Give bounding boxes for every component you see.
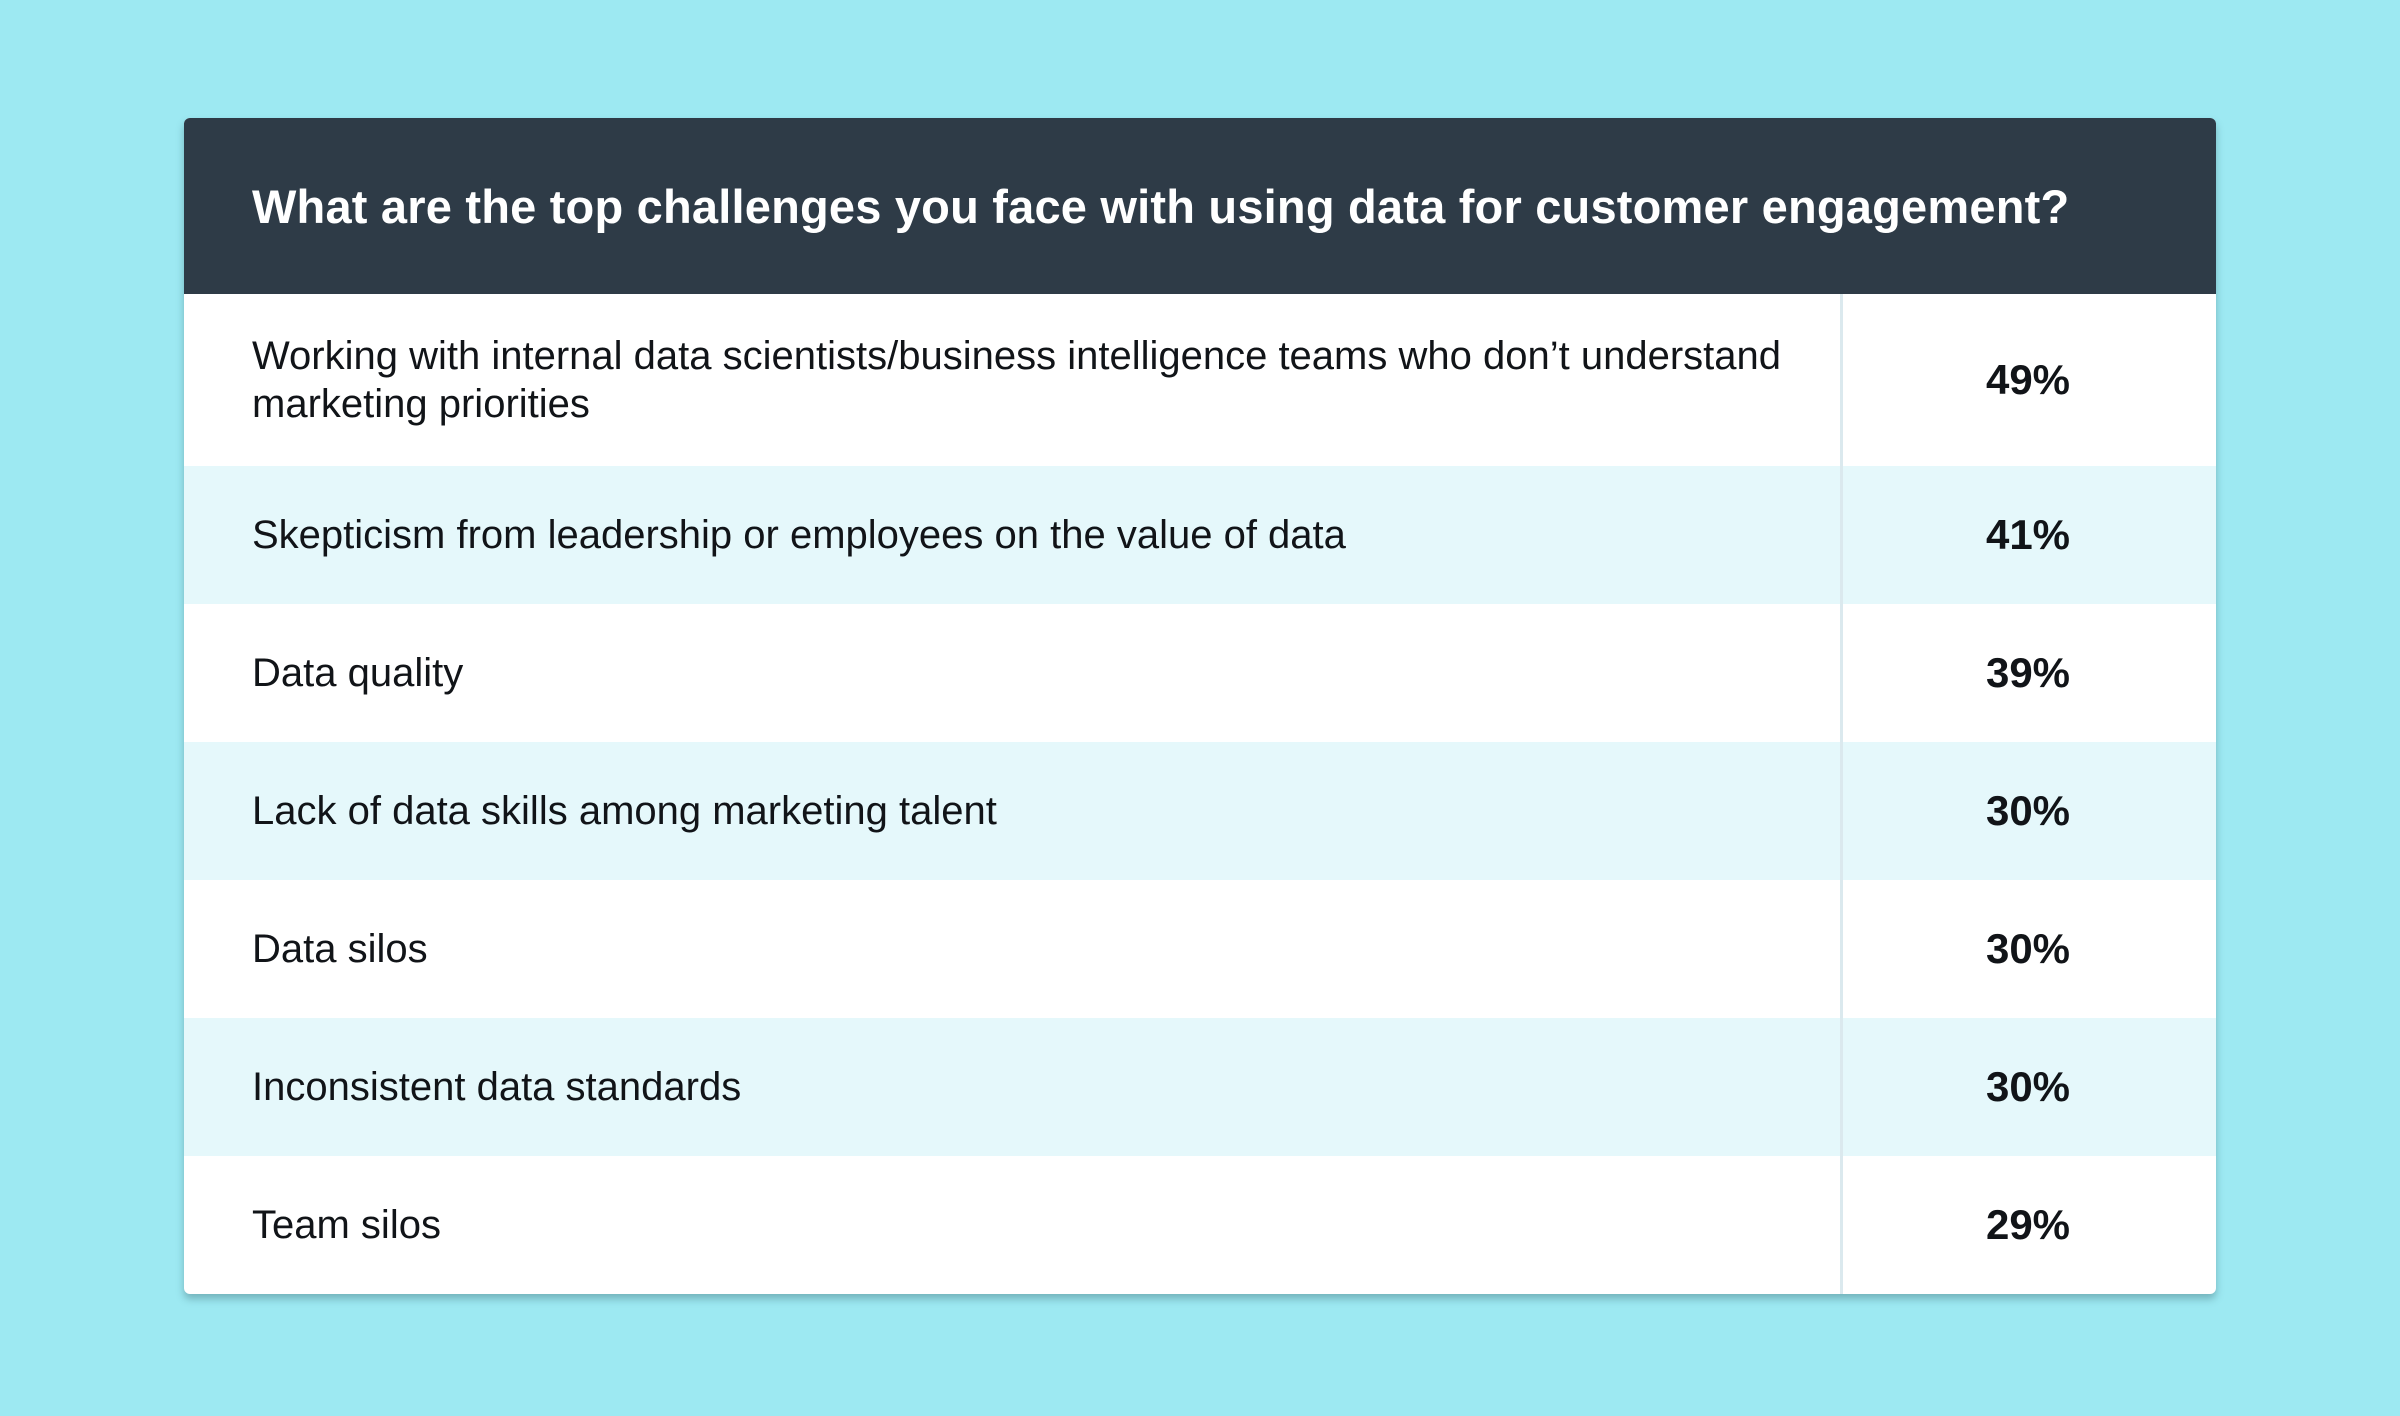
row-label: Data quality [252, 651, 464, 695]
row-label: Lack of data skills among marketing tale… [252, 789, 997, 833]
table-row: Inconsistent data standards 30% [184, 1018, 2216, 1156]
row-label: Working with internal data scientists/bu… [252, 334, 1781, 426]
table-row: Data quality 39% [184, 604, 2216, 742]
row-value: 30% [1985, 787, 2071, 834]
table-row: Lack of data skills among marketing tale… [184, 742, 2216, 880]
row-value: 41% [1985, 511, 2071, 558]
table-row: Data silos 30% [184, 880, 2216, 1018]
row-label: Skepticism from leadership or employees … [252, 513, 1346, 557]
table-title: What are the top challenges you face wit… [252, 179, 2070, 233]
column-divider [1840, 294, 1843, 1294]
table-row: Working with internal data scientists/bu… [184, 294, 2216, 466]
table-header: What are the top challenges you face wit… [184, 118, 2216, 294]
row-value: 39% [1985, 649, 2071, 696]
row-value: 49% [1985, 356, 2071, 403]
row-label: Team silos [252, 1203, 441, 1247]
table-row: Skepticism from leadership or employees … [184, 466, 2216, 604]
row-value: 30% [1985, 1063, 2071, 1110]
row-value: 29% [1985, 1201, 2071, 1248]
table-row: Team silos 29% [184, 1156, 2216, 1294]
row-label: Data silos [252, 927, 428, 971]
survey-table-card: What are the top challenges you face wit… [184, 118, 2216, 1294]
survey-table: Working with internal data scientists/bu… [184, 294, 2216, 1294]
row-label: Inconsistent data standards [252, 1065, 742, 1109]
row-value: 30% [1985, 925, 2071, 972]
